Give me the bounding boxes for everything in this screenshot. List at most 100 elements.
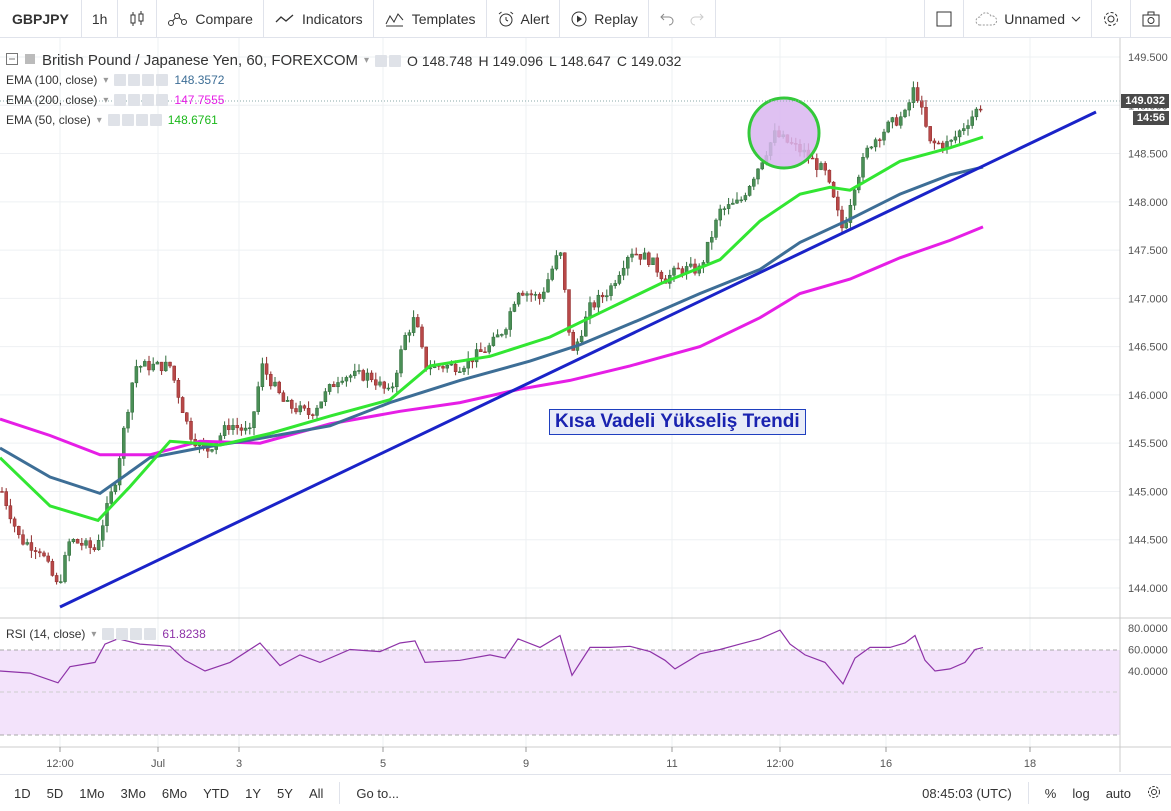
gear-icon[interactable] xyxy=(116,628,129,640)
alert-button[interactable]: Alert xyxy=(487,0,561,37)
utc-clock[interactable]: 08:45:03 (UTC) xyxy=(922,785,1012,801)
log-toggle[interactable]: log xyxy=(1072,785,1090,801)
candle-body xyxy=(836,196,840,211)
ema100-label: EMA (100, close) xyxy=(6,73,98,87)
main-series-legend: British Pound / Japanese Yen, 60, FOREXC… xyxy=(6,52,681,69)
undo-icon[interactable] xyxy=(659,12,675,26)
ohlc-open: O 148.748 xyxy=(407,52,473,69)
gear-icon[interactable] xyxy=(389,54,402,67)
replay-button[interactable]: Replay xyxy=(560,0,649,37)
candle-body xyxy=(731,202,735,205)
range-5d[interactable]: 5D xyxy=(46,785,64,801)
plus-icon[interactable] xyxy=(142,74,155,86)
time-axis[interactable]: 12:00 Jul 3 5 9 11 12:00 16 18 xyxy=(46,747,1036,770)
price-axis[interactable]: 149.500149.000148.500148.000147.500147.0… xyxy=(1128,52,1168,595)
series-title[interactable]: British Pound / Japanese Yen, 60, FOREXC… xyxy=(42,52,359,69)
candle-body xyxy=(567,289,571,333)
candle-body xyxy=(365,372,370,381)
cloud-icon xyxy=(974,11,998,27)
candle-body xyxy=(491,336,496,346)
symbol-search-button[interactable]: GBPJPY xyxy=(0,0,82,37)
highlight-circle[interactable] xyxy=(747,96,821,170)
range-5y[interactable]: 5Y xyxy=(277,785,293,801)
candle-body xyxy=(810,157,815,160)
templates-button[interactable]: Templates xyxy=(374,0,487,37)
candle-body xyxy=(315,407,319,416)
candle-body xyxy=(554,255,559,270)
candle-body xyxy=(936,142,941,145)
undo-redo-group xyxy=(649,0,716,37)
candle-body xyxy=(332,384,336,388)
range-1y[interactable]: 1Y xyxy=(245,785,262,801)
chart-type-button[interactable] xyxy=(118,0,158,37)
interval-button[interactable]: 1h xyxy=(82,0,119,37)
close-icon[interactable] xyxy=(149,114,162,126)
close-icon[interactable] xyxy=(156,74,169,86)
layout-name-button[interactable]: Unnamed xyxy=(964,0,1092,37)
plus-icon[interactable] xyxy=(135,114,148,126)
templates-icon xyxy=(384,10,406,28)
candle-body xyxy=(361,370,365,381)
candle-body xyxy=(957,130,962,138)
chart-area[interactable]: 149.500149.000148.500148.000147.500147.0… xyxy=(0,38,1171,772)
ema200-legend[interactable]: EMA (200, close) ▾ 147.7555 xyxy=(6,93,224,107)
candle-body xyxy=(302,405,307,409)
range-ytd[interactable]: YTD xyxy=(203,785,230,801)
candle-body xyxy=(256,386,260,412)
candle-body xyxy=(634,253,638,256)
price-chart[interactable]: 149.500149.000148.500148.000147.500147.0… xyxy=(0,38,1171,772)
range-6mo[interactable]: 6Mo xyxy=(161,785,188,801)
candle-body xyxy=(189,421,193,440)
snapshot-button[interactable] xyxy=(1131,0,1171,37)
close-icon[interactable] xyxy=(144,628,157,640)
eye-icon[interactable] xyxy=(102,628,115,640)
candle-body xyxy=(147,361,151,371)
indicators-button[interactable]: Indicators xyxy=(264,0,374,37)
eye-icon[interactable] xyxy=(114,74,127,86)
rsi-legend[interactable]: RSI (14, close) ▾ 61.8238 xyxy=(6,627,206,641)
candle-body xyxy=(722,208,727,210)
compare-button[interactable]: Compare xyxy=(157,0,264,37)
axis-settings-button[interactable] xyxy=(1139,785,1171,802)
close-icon[interactable] xyxy=(156,94,169,106)
plus-icon[interactable] xyxy=(130,628,143,640)
gear-icon xyxy=(1147,785,1161,802)
candlestick-series xyxy=(0,81,983,585)
percent-toggle[interactable]: % xyxy=(1044,785,1057,801)
ohlc-high: H 149.096 xyxy=(478,52,544,69)
candle-body xyxy=(42,552,46,557)
price-tick-label: 145.500 xyxy=(1128,438,1168,450)
ema100-legend[interactable]: EMA (100, close) ▾ 148.3572 xyxy=(6,73,224,87)
plus-icon[interactable] xyxy=(142,94,155,106)
candle-body xyxy=(239,427,244,431)
ema50-legend[interactable]: EMA (50, close) ▾ 148.6761 xyxy=(6,113,218,127)
candle-body xyxy=(403,335,407,350)
candle-body xyxy=(88,540,92,548)
range-3mo[interactable]: 3Mo xyxy=(120,785,146,801)
settings-button[interactable] xyxy=(1092,0,1131,37)
candle-body xyxy=(647,252,651,265)
range-1d[interactable]: 1D xyxy=(14,785,31,801)
indicators-label: Indicators xyxy=(301,10,363,27)
trend-annotation[interactable]: Kısa Vadeli Yükseliş Trendi xyxy=(549,409,806,435)
eye-icon[interactable] xyxy=(107,114,120,126)
candle-body xyxy=(571,331,575,351)
fullscreen-button[interactable] xyxy=(924,0,965,37)
eye-icon[interactable] xyxy=(375,54,388,67)
gear-icon[interactable] xyxy=(128,94,141,106)
eye-icon[interactable] xyxy=(114,94,127,106)
range-1mo[interactable]: 1Mo xyxy=(79,785,105,801)
candle-body xyxy=(122,427,126,459)
candle-body xyxy=(96,540,101,550)
goto-button[interactable]: Go to... xyxy=(356,785,400,801)
candle-body xyxy=(609,285,613,296)
range-all[interactable]: All xyxy=(308,785,324,801)
gear-icon[interactable] xyxy=(121,114,134,126)
candle-body xyxy=(50,561,55,576)
gear-icon[interactable] xyxy=(128,74,141,86)
redo-icon[interactable] xyxy=(689,12,705,26)
candle-body xyxy=(382,381,386,389)
trend-line[interactable] xyxy=(59,110,1097,609)
auto-toggle[interactable]: auto xyxy=(1105,785,1131,801)
collapse-icon[interactable] xyxy=(6,52,18,69)
